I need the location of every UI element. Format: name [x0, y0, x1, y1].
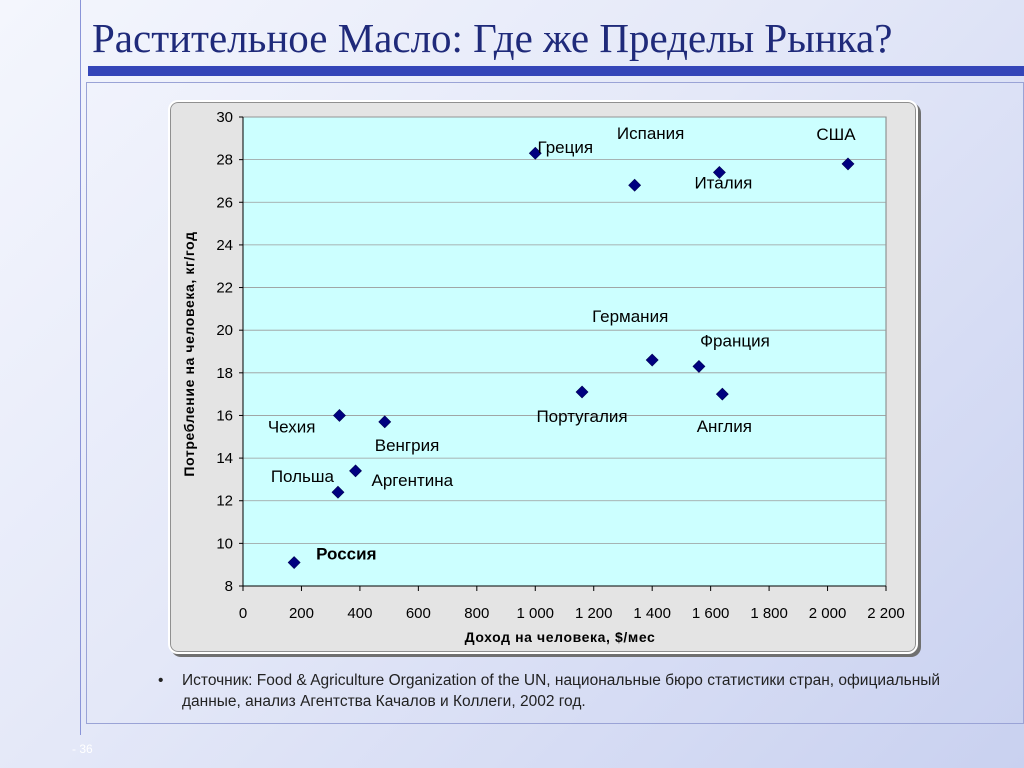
data-point-marker — [575, 385, 589, 399]
plot-area — [242, 116, 887, 587]
x-axis-ticks: 0 200 400 600 800 1 000 1 200 1 400 1 600 1 800 2 … — [239, 586, 905, 622]
left-divider-line — [80, 0, 81, 735]
x-tick-label: 400 — [347, 605, 372, 622]
data-point-label: Германия — [592, 307, 668, 326]
y-tick-label: 14 — [216, 450, 233, 467]
grid-lines — [243, 116, 886, 544]
x-tick-label: 800 — [464, 605, 489, 622]
y-tick-label: 16 — [216, 407, 233, 424]
data-point-marker — [331, 485, 345, 499]
data-point-label: Португалия — [536, 407, 627, 426]
data-point-marker — [287, 556, 301, 569]
data-point-label: Венгрия — [375, 436, 440, 455]
title-underline-bar — [88, 66, 1024, 76]
data-point-marker — [841, 157, 855, 171]
y-axis-ticks: 8 10 12 14 16 18 20 22 24 26 28 30 — [216, 109, 243, 595]
y-tick-label: 24 — [216, 237, 233, 254]
x-tick-label: 1 600 — [692, 605, 730, 622]
x-tick-label: 200 — [289, 605, 314, 622]
y-tick-label: 22 — [216, 280, 233, 297]
data-point-marker — [528, 146, 542, 160]
x-tick-label: 0 — [239, 605, 247, 622]
x-axis-title: Доход на человека, $/мес — [465, 629, 656, 645]
data-point-label: Испания — [617, 124, 684, 143]
data-point-marker — [712, 166, 726, 179]
y-tick-label: 10 — [216, 535, 233, 552]
point-labels: Россия Чехия Польша Аргентина Венгрия Греция И… — [268, 124, 856, 563]
bullet-icon: • — [158, 672, 164, 689]
x-tick-label: 1 400 — [633, 605, 671, 622]
data-points — [287, 146, 855, 569]
slide-title: Растительное Масло: Где же Пределы Рынка… — [92, 15, 893, 61]
data-point-marker — [715, 387, 729, 401]
data-point-label: Италия — [694, 173, 752, 192]
data-point-marker — [378, 415, 392, 429]
data-point-marker — [692, 359, 706, 373]
data-point-marker — [628, 178, 642, 192]
y-tick-label: 26 — [216, 194, 233, 211]
x-tick-label: 2 000 — [809, 605, 847, 622]
data-point-label: Чехия — [268, 417, 316, 436]
y-tick-label: 30 — [216, 109, 233, 126]
data-point-label: Франция — [700, 331, 770, 350]
x-tick-label: 1 000 — [516, 605, 554, 622]
data-point-label: США — [816, 125, 856, 144]
axes — [242, 117, 886, 587]
data-point-marker — [333, 409, 346, 422]
y-tick-label: 20 — [216, 322, 233, 339]
x-tick-label: 1 200 — [575, 605, 613, 622]
data-point-label: Англия — [697, 417, 752, 436]
data-point-label: Россия — [316, 545, 376, 564]
x-tick-label: 600 — [406, 605, 431, 622]
data-point-label: Аргентина — [372, 471, 454, 490]
data-point-marker — [349, 464, 362, 478]
data-point-label: Польша — [271, 467, 335, 486]
y-tick-label: 18 — [216, 365, 233, 382]
x-tick-label: 1 800 — [750, 605, 788, 622]
data-point-label: Греция — [537, 138, 593, 157]
data-point-marker — [645, 353, 659, 367]
page-number: - 36 — [72, 742, 93, 756]
x-tick-label: 2 200 — [867, 605, 905, 622]
y-tick-label: 28 — [216, 152, 233, 169]
y-axis-title: Потребление на человека, кг/год — [181, 231, 197, 476]
source-note-text: Источник: Food & Agriculture Organizatio… — [182, 672, 941, 710]
y-tick-label: 12 — [216, 493, 233, 510]
y-tick-label: 8 — [225, 578, 233, 595]
